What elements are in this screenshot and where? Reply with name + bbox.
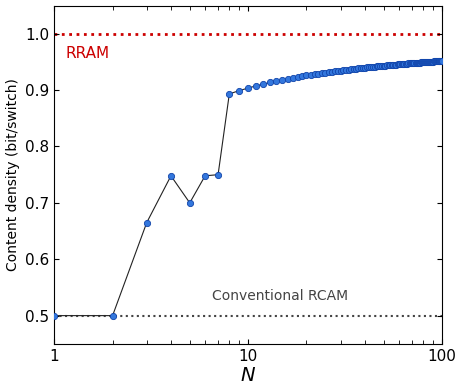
Text: Conventional RCAM: Conventional RCAM xyxy=(212,289,348,303)
X-axis label: N: N xyxy=(241,366,255,386)
Y-axis label: Content density (bit/switch): Content density (bit/switch) xyxy=(6,78,19,271)
Text: RRAM: RRAM xyxy=(66,46,110,61)
